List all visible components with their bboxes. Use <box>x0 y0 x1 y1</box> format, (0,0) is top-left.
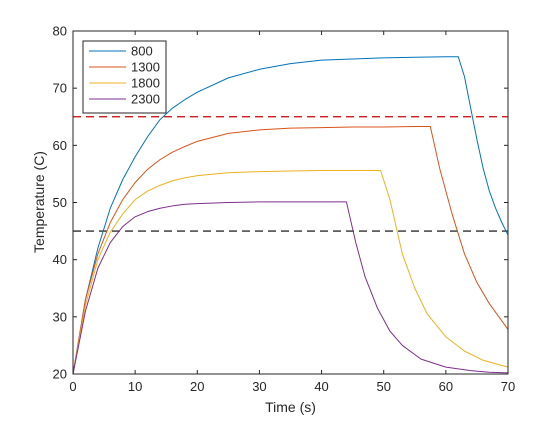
y-tick-label: 80 <box>53 24 67 39</box>
x-tick-label: 20 <box>190 379 204 394</box>
x-tick-label: 30 <box>252 379 266 394</box>
legend-label-2300: 2300 <box>131 92 160 107</box>
y-tick-label: 70 <box>53 81 67 96</box>
y-tick-label: 40 <box>53 252 67 267</box>
legend-label-800: 800 <box>131 44 153 59</box>
y-tick-label: 50 <box>53 195 67 210</box>
x-tick-label: 10 <box>128 379 142 394</box>
legend-label-1800: 1800 <box>131 76 160 91</box>
y-tick-label: 20 <box>53 367 67 382</box>
series-line-2300 <box>72 201 509 375</box>
x-axis-label: Time (s) <box>265 399 316 415</box>
legend-box <box>82 40 167 114</box>
x-tick-label: 50 <box>376 379 390 394</box>
series-line-1800 <box>72 169 509 375</box>
legend-label-1300: 1300 <box>131 60 160 75</box>
y-tick-label: 60 <box>53 138 67 153</box>
y-tick-label: 30 <box>53 309 67 324</box>
x-tick-label: 0 <box>69 379 76 394</box>
x-tick-label: 60 <box>439 379 453 394</box>
y-axis-label: Temperature (C) <box>31 151 47 253</box>
series-line-800 <box>72 56 509 375</box>
x-tick-label: 70 <box>501 379 515 394</box>
series-line-1300 <box>72 125 509 375</box>
x-tick-label: 40 <box>314 379 328 394</box>
